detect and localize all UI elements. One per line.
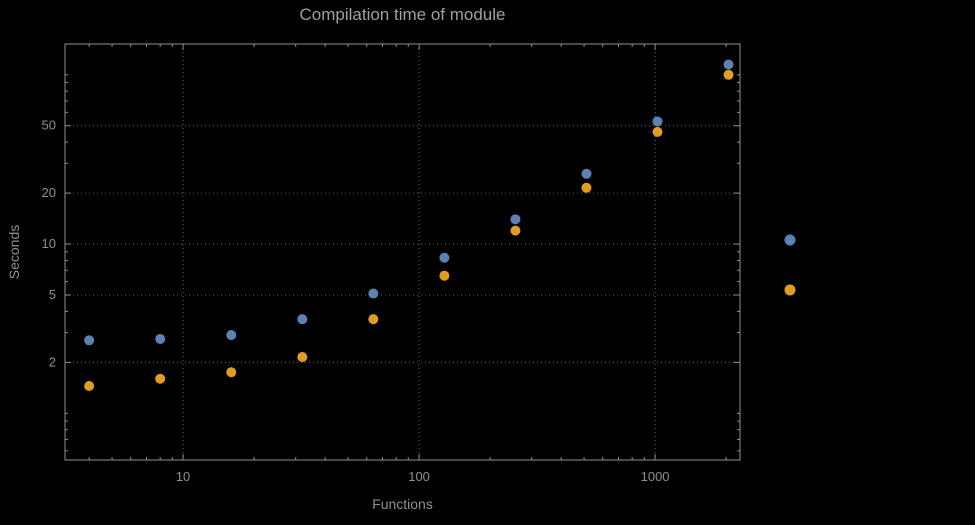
- y-tick-label: 50: [42, 118, 56, 133]
- data-point-series-1: [439, 252, 450, 263]
- legend-marker-series-2: [784, 284, 796, 296]
- data-point-series-1: [297, 314, 308, 325]
- data-point-series-2: [510, 225, 521, 236]
- data-point-series-1: [84, 335, 95, 346]
- y-tick-label: 5: [49, 287, 56, 302]
- data-point-series-1: [723, 59, 734, 70]
- x-tick-label: 1000: [641, 469, 670, 484]
- y-tick-label: 2: [49, 354, 56, 369]
- data-point-series-2: [226, 367, 237, 378]
- x-tick-label: 100: [408, 469, 430, 484]
- data-point-series-2: [297, 352, 308, 363]
- y-axis-label: Seconds: [6, 224, 22, 280]
- data-point-series-2: [368, 314, 379, 325]
- legend-marker-series-1: [784, 234, 796, 246]
- x-tick-label: 10: [176, 469, 190, 484]
- y-tick-label: 20: [42, 185, 56, 200]
- data-point-series-2: [581, 182, 592, 193]
- data-point-series-1: [226, 330, 237, 341]
- data-point-series-2: [84, 381, 95, 392]
- data-point-series-2: [155, 373, 166, 384]
- y-tick-label: 10: [42, 236, 56, 251]
- data-point-series-1: [652, 116, 663, 127]
- plot-frame: [64, 43, 741, 461]
- data-point-series-1: [368, 288, 379, 299]
- data-point-series-1: [581, 168, 592, 179]
- data-point-series-2: [652, 126, 663, 137]
- data-point-series-2: [439, 270, 450, 281]
- data-point-series-1: [155, 333, 166, 344]
- chart-title: Compilation time of module: [299, 5, 506, 24]
- x-axis-label: Functions: [372, 496, 433, 512]
- data-point-series-1: [510, 214, 521, 225]
- data-point-series-2: [723, 69, 734, 80]
